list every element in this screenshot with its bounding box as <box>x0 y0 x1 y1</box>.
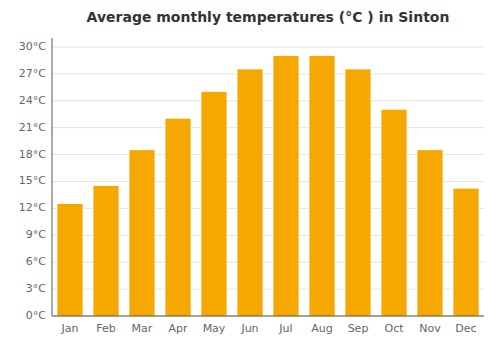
y-tick-label: 6°C <box>26 255 46 268</box>
grid-line <box>52 73 484 74</box>
y-axis-line <box>52 38 53 316</box>
y-tick-label: 15°C <box>19 174 46 187</box>
x-tick-label: Jul <box>278 322 292 335</box>
y-tick-label: 21°C <box>19 121 46 134</box>
chart-container: 0°C 3°C 6°C 9°C 12°C 15°C 18°C 21°C 24°C 27°C 30°C… <box>0 0 500 350</box>
bar <box>273 56 298 316</box>
y-tick-label: 0°C <box>26 309 46 322</box>
x-tick-label: Oct <box>384 322 404 335</box>
y-tick-label: 27°C <box>19 67 46 80</box>
x-tick-label: Apr <box>168 322 188 335</box>
grid-line <box>52 46 484 47</box>
bars <box>57 56 478 316</box>
y-tick-label: 30°C <box>19 40 46 53</box>
bar <box>165 119 190 316</box>
chart-svg: 0°C 3°C 6°C 9°C 12°C 15°C 18°C 21°C 24°C 27°C 30°C… <box>0 0 500 350</box>
bar <box>309 56 334 316</box>
x-tick-label: Mar <box>132 322 153 335</box>
x-tick-label: Feb <box>96 322 115 335</box>
chart-title: Average monthly temperatures (°C ) in Si… <box>87 9 450 25</box>
bar <box>129 150 154 316</box>
y-axis-ticks: 0°C 3°C 6°C 9°C 12°C 15°C 18°C 21°C 24°C 27°C 30°C <box>19 40 46 322</box>
bar <box>453 189 478 316</box>
y-tick-label: 24°C <box>19 94 46 107</box>
bar <box>417 150 442 316</box>
x-axis-ticks: Jan Feb Mar Apr May Jun Jul Aug Sep Oct Nov Dec <box>61 322 477 335</box>
grid-line <box>52 316 484 317</box>
bar <box>93 186 118 316</box>
x-tick-label: May <box>203 322 226 335</box>
x-tick-label: Jun <box>240 322 258 335</box>
x-tick-label: Nov <box>419 322 441 335</box>
x-tick-label: Dec <box>455 322 476 335</box>
bar <box>237 69 262 316</box>
bar <box>57 204 82 316</box>
x-axis-line <box>52 316 484 317</box>
y-tick-label: 18°C <box>19 148 46 161</box>
x-tick-label: Sep <box>348 322 369 335</box>
x-tick-label: Aug <box>311 322 332 335</box>
bar <box>201 92 226 316</box>
grid <box>52 47 484 316</box>
y-tick-label: 9°C <box>26 228 46 241</box>
page: {"chart_data": {"type": "bar", "title": … <box>0 0 500 350</box>
grid-line <box>52 127 484 128</box>
y-tick-label: 3°C <box>26 282 46 295</box>
y-tick-label: 12°C <box>19 201 46 214</box>
bar <box>381 110 406 316</box>
bar <box>345 69 370 316</box>
x-tick-label: Jan <box>61 322 79 335</box>
grid-line <box>52 100 484 101</box>
